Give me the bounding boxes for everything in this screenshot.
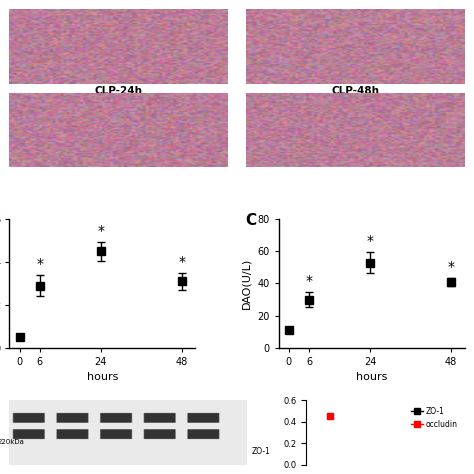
- Text: *: *: [366, 234, 374, 248]
- X-axis label: hours: hours: [87, 372, 118, 383]
- Text: *: *: [97, 224, 104, 238]
- Text: *: *: [306, 274, 313, 288]
- Text: *: *: [36, 257, 44, 271]
- Text: *: *: [178, 255, 185, 269]
- Text: ZO-1: ZO-1: [252, 447, 271, 456]
- Text: C: C: [246, 213, 256, 228]
- Y-axis label: DAO(U/L): DAO(U/L): [242, 258, 252, 309]
- X-axis label: CLP-24h: CLP-24h: [95, 86, 143, 96]
- Text: 220kDa: 220kDa: [0, 439, 25, 445]
- X-axis label: hours: hours: [356, 372, 387, 383]
- Text: *: *: [447, 260, 455, 274]
- Legend: ZO-1, occludin: ZO-1, occludin: [408, 404, 461, 432]
- X-axis label: CLP-48h: CLP-48h: [331, 86, 379, 96]
